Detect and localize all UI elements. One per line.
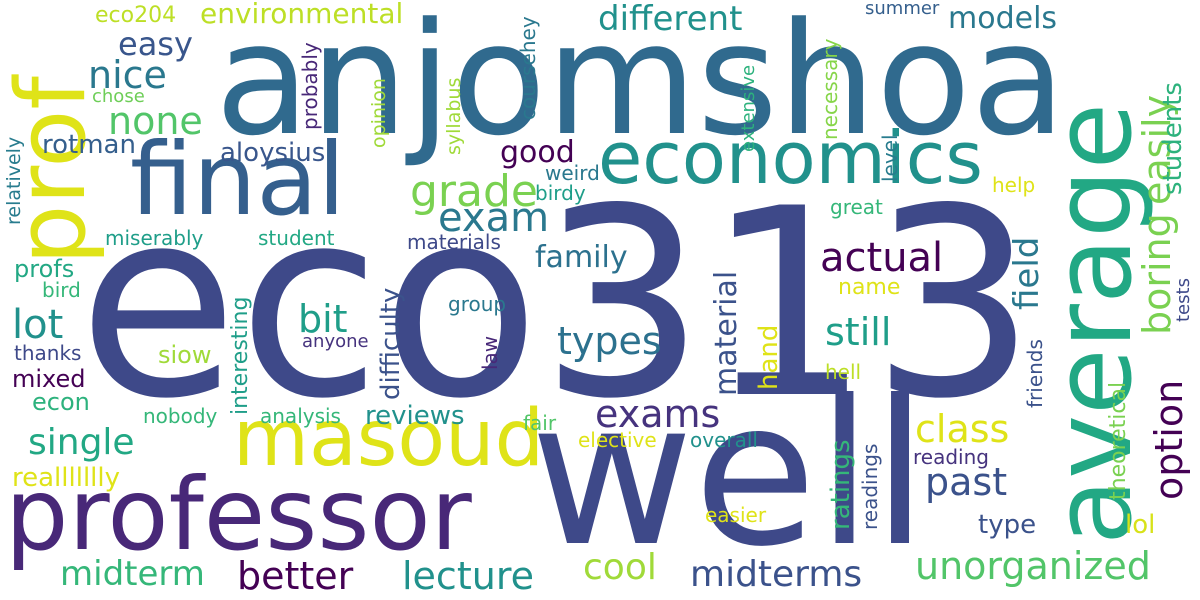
word-elective: elective	[578, 428, 657, 452]
word-nice: nice	[88, 53, 167, 97]
word-law: law	[478, 335, 502, 370]
word-actual: actual	[820, 235, 944, 281]
word-reviews: reviews	[365, 401, 465, 431]
word-probably: probably	[298, 42, 322, 130]
word-option: option	[1147, 379, 1191, 500]
word-exam: exam	[438, 195, 550, 241]
word-necessary: necessary	[818, 38, 842, 140]
word-midterms: midterms	[690, 554, 863, 595]
word-lecture: lecture	[402, 554, 534, 598]
word-rotman: rotman	[42, 130, 136, 160]
word-student: student	[258, 226, 335, 250]
word-unorganized: unorganized	[915, 544, 1151, 588]
word-better: better	[237, 554, 354, 598]
word-overall: overall	[690, 428, 758, 452]
word-ratings: ratings	[826, 439, 856, 530]
word-cool: cool	[583, 547, 657, 588]
word-types: types	[557, 319, 662, 363]
word-different: different	[598, 0, 743, 39]
word-syllabus: syllabus	[443, 77, 465, 155]
word-theoretical: theoretical	[1106, 381, 1131, 500]
word-students: students	[1158, 82, 1188, 195]
word-type: type	[978, 510, 1037, 540]
word-single: single	[28, 422, 135, 463]
word-field: field	[1007, 236, 1047, 310]
word-siow: siow	[158, 341, 212, 369]
word-family: family	[535, 240, 628, 275]
word-help: help	[992, 173, 1036, 197]
word-easier: easier	[705, 503, 767, 527]
word-good: good	[500, 135, 575, 170]
word-midterm: midterm	[60, 554, 205, 594]
word-past: past	[925, 460, 1008, 504]
word-environmental: environmental	[200, 0, 404, 30]
word-birdy: birdy	[535, 181, 586, 205]
word-lot: lot	[12, 302, 64, 348]
word-masoud: masoud	[233, 394, 545, 484]
word-easy: easy	[118, 25, 193, 63]
word-econ: econ	[32, 388, 90, 416]
word-tests: tests	[1173, 278, 1194, 322]
word-miserably: miserably	[105, 226, 204, 250]
word-aloysius: aloysius	[220, 138, 326, 168]
word-boring: boring	[1135, 213, 1179, 335]
word-reallllllly: reallllllly	[12, 463, 120, 493]
word-reading: reading	[913, 445, 989, 469]
word-none: none	[108, 99, 203, 143]
word-weird: weird	[545, 161, 600, 185]
word-nobody: nobody	[143, 404, 218, 428]
word-material: material	[709, 270, 744, 396]
word-anjomshoa: anjomshoa	[215, 0, 1066, 170]
word-bird: bird	[42, 278, 81, 302]
word-coursehey: coursehey	[516, 16, 540, 120]
word-eco204: eco204	[95, 3, 177, 28]
word-chose: chose	[92, 86, 145, 107]
word-extensive: extensive	[738, 64, 759, 152]
word-great: great	[830, 195, 883, 219]
word-group: group	[448, 292, 507, 316]
word-lol: lol	[1125, 510, 1156, 540]
word-readings: readings	[858, 443, 882, 530]
word-summer: summer	[865, 0, 940, 19]
word-hell: hell	[825, 360, 862, 384]
word-thanks: thanks	[14, 341, 82, 365]
word-interesting: interesting	[228, 296, 253, 415]
word-economics: economics	[598, 116, 983, 200]
word-eco313: eco313	[78, 154, 1037, 456]
word-friends: friends	[1023, 339, 1047, 408]
word-exams: exams	[595, 392, 721, 436]
word-hand: hand	[754, 324, 784, 390]
word-bit: bit	[298, 297, 348, 341]
word-class: class	[915, 407, 1010, 451]
word-models: models	[948, 1, 1058, 36]
word-opinion: opinion	[368, 78, 390, 148]
word-mixed: mixed	[12, 365, 86, 393]
word-professor: professor	[5, 456, 472, 573]
word-relatively: relatively	[3, 136, 25, 225]
word-analysis: analysis	[260, 404, 341, 428]
word-fair: fair	[523, 411, 557, 435]
word-well: well	[530, 358, 928, 591]
word-average: average	[1031, 102, 1156, 545]
word-anyone: anyone	[302, 331, 369, 352]
word-grade: grade	[410, 166, 538, 217]
word-level: level	[878, 134, 902, 182]
word-materials: materials	[407, 230, 501, 254]
word-difficulty: difficulty	[376, 287, 406, 400]
word-name: name	[838, 275, 901, 300]
word-final: final	[130, 121, 346, 238]
word-still: still	[825, 310, 892, 354]
word-profs: profs	[14, 255, 75, 283]
